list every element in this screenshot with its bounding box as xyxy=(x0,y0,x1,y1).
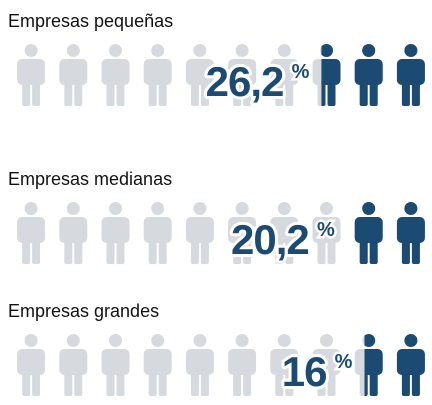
person-icon xyxy=(59,44,88,106)
person-icon xyxy=(143,202,172,264)
person-icon xyxy=(101,202,130,264)
row-title: Empresas pequeñas xyxy=(8,11,173,31)
person-icon xyxy=(185,202,214,264)
person-icon xyxy=(354,202,383,264)
row-title: Empresas grandes xyxy=(8,301,159,321)
value-label: 16 xyxy=(282,348,327,395)
percent-unit: % xyxy=(335,351,353,373)
percent-unit: % xyxy=(317,219,335,241)
value-label: 26,2 xyxy=(206,58,284,105)
person-icon xyxy=(143,44,172,106)
person-icon xyxy=(101,334,130,396)
person-icon xyxy=(17,334,46,396)
person-icon xyxy=(59,202,88,264)
person-icon xyxy=(143,334,172,396)
person-icon xyxy=(396,44,425,106)
person-icon xyxy=(17,202,46,264)
icon-row xyxy=(17,334,425,396)
person-icon xyxy=(185,334,214,396)
person-icon xyxy=(228,334,257,396)
percent-unit: % xyxy=(292,61,310,83)
person-icon xyxy=(354,44,383,106)
person-icon xyxy=(17,44,46,106)
person-icon xyxy=(396,202,425,264)
row-title: Empresas medianas xyxy=(8,169,172,189)
person-icon xyxy=(59,334,88,396)
value-label: 20,2 xyxy=(231,216,309,263)
person-icon xyxy=(101,44,130,106)
person-icon xyxy=(396,334,425,396)
